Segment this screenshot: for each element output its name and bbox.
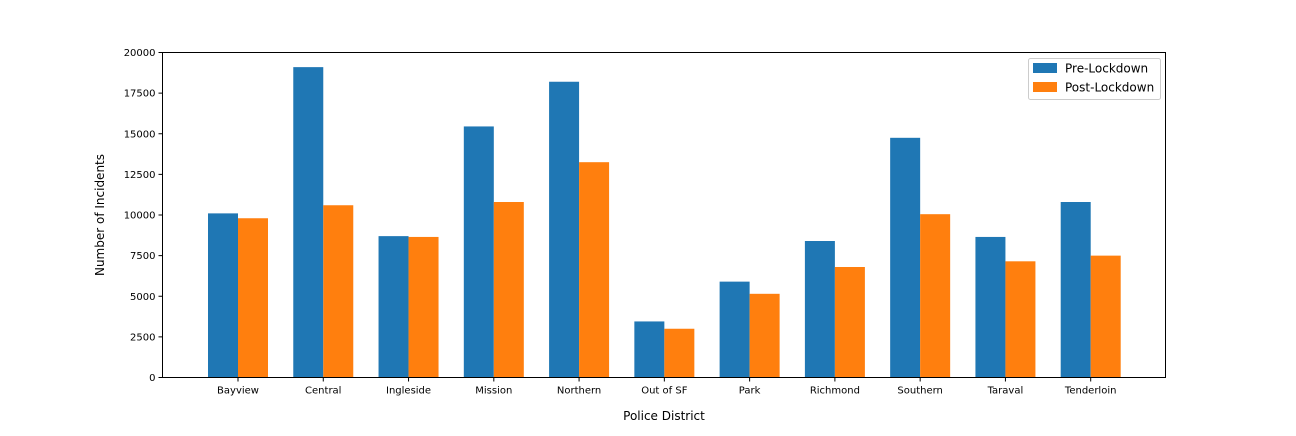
bar-pre-lockdown-richmond (804, 241, 835, 378)
bar-post-lockdown-taraval (1005, 261, 1036, 378)
bar-post-lockdown-out-of-sf (664, 328, 695, 378)
y-tick-label: 0 (149, 373, 155, 384)
y-tick-label: 2500 (130, 332, 155, 343)
bars-layer (208, 67, 1121, 378)
y-tick-label: 17500 (124, 89, 156, 100)
bar-pre-lockdown-out-of-sf (634, 321, 665, 378)
bar-pre-lockdown-taraval (975, 236, 1006, 378)
bar-post-lockdown-northern (579, 162, 610, 378)
legend-frame (1028, 58, 1161, 100)
legend-swatch-post-lockdown (1033, 82, 1057, 92)
bar-pre-lockdown-southern (890, 137, 921, 378)
x-tick-label-ingleside: Ingleside (386, 386, 431, 397)
y-tick-label: 10000 (124, 211, 156, 222)
x-axis-ticks: Bayview Central Ingleside Mission Northern Ou… (217, 377, 1117, 397)
bar-pre-lockdown-tenderloin (1060, 202, 1091, 378)
bar-pre-lockdown-northern (549, 81, 580, 378)
y-tick-label: 20000 (124, 48, 156, 59)
y-axis-title: Number of Incidents (93, 154, 107, 276)
bar-pre-lockdown-bayview (208, 213, 238, 378)
legend-label-pre-lockdown: Pre-Lockdown (1065, 62, 1148, 76)
bar-post-lockdown-park (749, 293, 780, 378)
bar-pre-lockdown-central (293, 67, 324, 378)
bar-pre-lockdown-park (719, 281, 750, 378)
x-tick-label-mission: Mission (475, 386, 512, 397)
y-tick-label: 5000 (130, 292, 155, 303)
legend-swatch-pre-lockdown (1033, 63, 1057, 73)
bar-post-lockdown-richmond (834, 267, 865, 378)
x-tick-label-northern: Northern (557, 386, 601, 397)
x-tick-label-tenderloin: Tenderloin (1064, 386, 1117, 397)
x-tick-label-taraval: Taraval (987, 386, 1024, 397)
y-tick-label: 12500 (124, 170, 156, 181)
x-tick-label-bayview: Bayview (217, 386, 259, 397)
x-tick-label-out-of-sf: Out of SF (641, 386, 687, 397)
y-axis-ticks: 0 2500 5000 7500 10000 12500 15000 17500 20000 (124, 48, 163, 384)
y-tick-label: 7500 (130, 251, 155, 262)
bar-post-lockdown-mission (493, 202, 524, 378)
bar-pre-lockdown-mission (463, 126, 494, 378)
x-tick-label-park: Park (739, 386, 761, 397)
legend: Pre-Lockdown Post-Lockdown (1028, 58, 1161, 100)
x-tick-label-central: Central (305, 386, 341, 397)
bar-post-lockdown-bayview (238, 218, 268, 378)
bar-post-lockdown-ingleside (408, 236, 439, 378)
legend-label-post-lockdown: Post-Lockdown (1065, 81, 1154, 95)
x-tick-label-southern: Southern (897, 386, 943, 397)
bar-post-lockdown-tenderloin (1090, 255, 1121, 378)
y-tick-label: 15000 (124, 129, 156, 140)
x-axis-title: Police District (623, 409, 705, 423)
bar-post-lockdown-central (323, 205, 354, 378)
bar-post-lockdown-southern (920, 214, 951, 378)
bar-pre-lockdown-ingleside (378, 236, 409, 378)
x-tick-label-richmond: Richmond (810, 386, 860, 397)
